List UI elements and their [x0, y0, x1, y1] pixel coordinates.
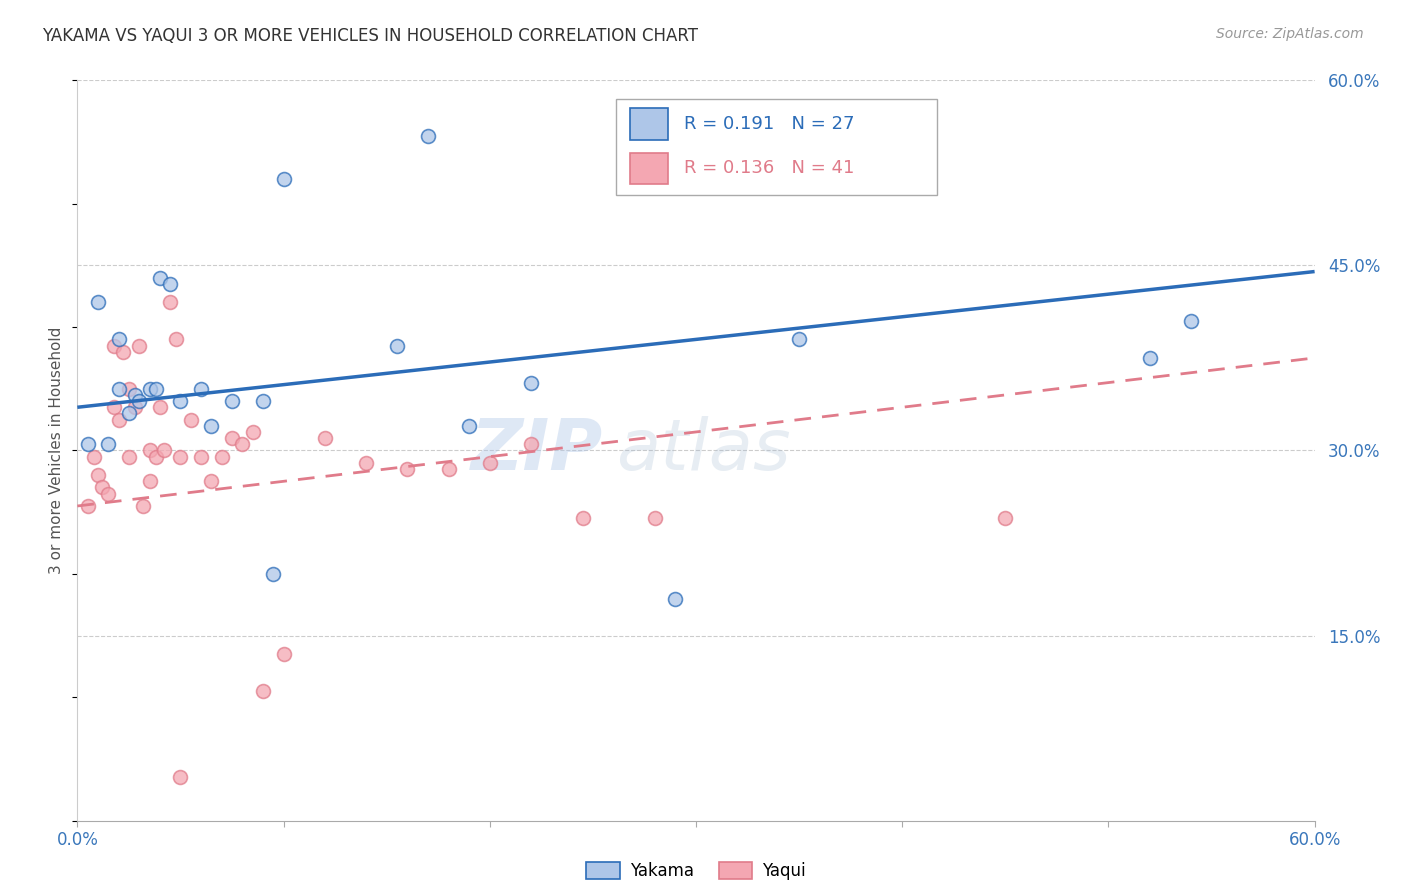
- FancyBboxPatch shape: [630, 153, 668, 184]
- Point: [262, 566, 284, 581]
- Point: [103, 338, 125, 352]
- Point: [159, 295, 181, 310]
- Point: [520, 437, 543, 451]
- Point: [91, 481, 114, 495]
- Point: [87, 468, 110, 483]
- Point: [124, 401, 146, 415]
- Point: [354, 456, 377, 470]
- Point: [190, 450, 212, 464]
- Text: YAKAMA VS YAQUI 3 OR MORE VEHICLES IN HOUSEHOLD CORRELATION CHART: YAKAMA VS YAQUI 3 OR MORE VEHICLES IN HO…: [42, 27, 699, 45]
- Text: atlas: atlas: [616, 416, 790, 485]
- Point: [1139, 351, 1161, 365]
- Point: [252, 684, 274, 698]
- Text: R = 0.136   N = 41: R = 0.136 N = 41: [683, 160, 853, 178]
- Point: [478, 456, 501, 470]
- Point: [124, 388, 146, 402]
- Point: [165, 333, 187, 347]
- Point: [416, 128, 439, 143]
- Point: [76, 499, 98, 513]
- Point: [664, 591, 686, 606]
- Point: [273, 647, 295, 661]
- Point: [314, 431, 336, 445]
- Point: [787, 333, 810, 347]
- Point: [87, 295, 110, 310]
- Point: [132, 499, 155, 513]
- Point: [169, 450, 191, 464]
- Point: [138, 443, 160, 458]
- Point: [153, 443, 176, 458]
- Y-axis label: 3 or more Vehicles in Household: 3 or more Vehicles in Household: [49, 326, 65, 574]
- Point: [200, 475, 222, 489]
- Point: [118, 450, 141, 464]
- Point: [118, 382, 141, 396]
- Point: [231, 437, 253, 451]
- Point: [128, 394, 150, 409]
- Point: [458, 418, 481, 433]
- FancyBboxPatch shape: [616, 99, 938, 195]
- Point: [396, 462, 419, 476]
- Point: [83, 450, 105, 464]
- Point: [103, 401, 125, 415]
- Point: [190, 382, 212, 396]
- Point: [128, 338, 150, 352]
- Point: [97, 437, 120, 451]
- Point: [221, 394, 243, 409]
- Point: [273, 172, 295, 186]
- Point: [118, 407, 141, 421]
- Point: [138, 382, 160, 396]
- Point: [180, 412, 202, 426]
- Point: [145, 450, 167, 464]
- Point: [149, 270, 172, 285]
- Point: [76, 437, 98, 451]
- Point: [520, 376, 543, 390]
- Point: [169, 394, 191, 409]
- Point: [200, 418, 222, 433]
- FancyBboxPatch shape: [630, 109, 668, 139]
- Point: [571, 511, 593, 525]
- Point: [252, 394, 274, 409]
- Legend: Yakama, Yaqui: Yakama, Yaqui: [579, 855, 813, 887]
- Point: [211, 450, 233, 464]
- Point: [437, 462, 460, 476]
- Point: [107, 382, 129, 396]
- Point: [138, 475, 160, 489]
- Point: [107, 333, 129, 347]
- Point: [107, 412, 129, 426]
- Point: [159, 277, 181, 291]
- Point: [994, 511, 1017, 525]
- Point: [385, 338, 408, 352]
- Text: Source: ZipAtlas.com: Source: ZipAtlas.com: [1216, 27, 1364, 41]
- Point: [169, 771, 191, 785]
- Point: [1180, 314, 1202, 328]
- Point: [111, 344, 134, 359]
- Point: [644, 511, 666, 525]
- Text: R = 0.191   N = 27: R = 0.191 N = 27: [683, 115, 853, 133]
- Point: [145, 382, 167, 396]
- Point: [221, 431, 243, 445]
- Point: [97, 486, 120, 500]
- Text: ZIP: ZIP: [471, 416, 603, 485]
- Point: [242, 425, 264, 439]
- Point: [149, 401, 172, 415]
